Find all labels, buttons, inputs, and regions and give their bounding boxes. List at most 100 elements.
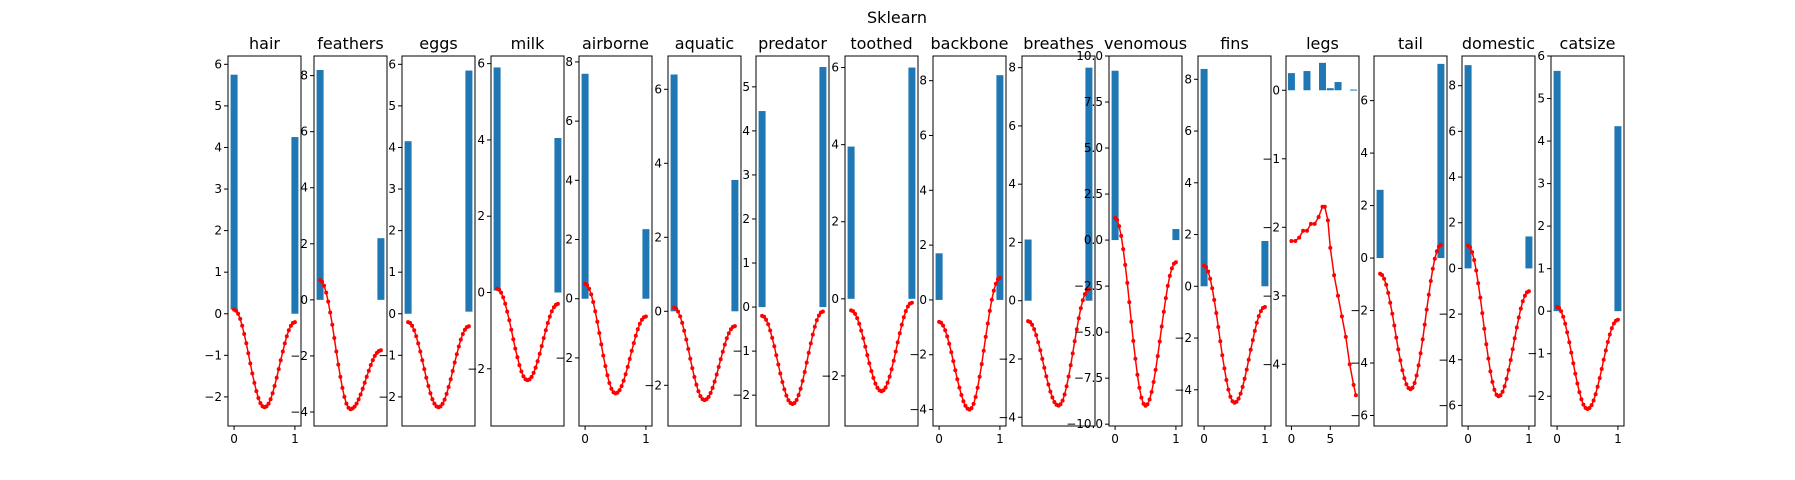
bar xyxy=(554,138,562,293)
y-tick-label: −1 xyxy=(204,348,222,362)
curve-point xyxy=(637,321,642,326)
y-tick-label: 5 xyxy=(388,99,396,113)
curve-point xyxy=(1308,221,1313,226)
curve-point xyxy=(1293,239,1298,243)
y-tick-label: 2 xyxy=(565,233,573,247)
curve-point xyxy=(1380,273,1385,278)
y-tick-label: −2 xyxy=(467,362,485,376)
curve-point xyxy=(712,379,717,384)
curve-point xyxy=(1472,258,1477,262)
y-tick-label: 4 xyxy=(300,181,308,195)
subplot-title: airborne xyxy=(582,34,649,53)
y-tick-label: 6 xyxy=(831,61,839,75)
curve-point xyxy=(792,401,797,405)
y-tick-label: −1 xyxy=(732,344,750,358)
y-tick-label: 4 xyxy=(654,156,662,170)
y-tick-label: −4 xyxy=(1262,357,1280,371)
curve-point xyxy=(873,381,878,386)
subplot-8: backbone 8 6 4 2 0 −2 −4 0 1 xyxy=(909,34,1008,446)
curve-point xyxy=(264,404,269,409)
y-tick-label: −6 xyxy=(1438,398,1456,412)
y-tick-label: 2 xyxy=(919,238,927,252)
curve-point xyxy=(993,281,998,286)
y-tick-label: 6 xyxy=(1448,124,1456,138)
y-tick-label: 0 xyxy=(1537,304,1545,318)
curve-point xyxy=(1565,330,1570,335)
bar xyxy=(1376,189,1384,259)
y-tick-label: 2 xyxy=(1008,235,1016,249)
curve-point xyxy=(1353,393,1358,398)
curve-point xyxy=(1226,387,1231,392)
curve-point xyxy=(244,341,249,346)
curve-point xyxy=(284,334,289,339)
curve-point xyxy=(356,397,361,402)
curve-point xyxy=(617,388,622,393)
curve-point xyxy=(1384,282,1389,287)
curve-point xyxy=(780,380,785,384)
curve-point xyxy=(883,385,888,390)
y-tick-label: 0 xyxy=(214,307,222,321)
axes-frame xyxy=(490,55,565,427)
curve-point xyxy=(360,386,365,391)
curve-point xyxy=(989,297,994,302)
curve-point xyxy=(1430,266,1435,271)
curve-point xyxy=(440,401,445,406)
y-tick-label: −7.5 xyxy=(1074,371,1103,385)
curve-point xyxy=(905,304,910,309)
curve-point xyxy=(362,380,367,385)
curve-point xyxy=(1228,394,1233,399)
curve-point xyxy=(889,367,894,372)
curve-point xyxy=(627,357,632,361)
subplot-title: aquatic xyxy=(675,34,734,53)
curve-point xyxy=(774,353,779,358)
subplot-title: eggs xyxy=(419,34,458,53)
curve-point xyxy=(720,349,725,354)
axes-frame xyxy=(578,55,653,427)
y-tick-label: 6 xyxy=(477,57,485,71)
curve-point xyxy=(458,337,463,342)
curve-point xyxy=(1591,398,1596,403)
curve-point xyxy=(1070,351,1075,356)
curve-point xyxy=(503,301,508,306)
y-tick-label: 2 xyxy=(1537,219,1545,233)
curve-point xyxy=(452,360,457,365)
y-tick-label: 4 xyxy=(1360,146,1368,160)
subplot-1: feathers 8 6 4 2 0 −2 −4 xyxy=(290,34,388,427)
curve-point xyxy=(539,344,544,349)
curve-point xyxy=(766,322,771,327)
curve-point xyxy=(983,334,988,339)
y-tick-label: 4 xyxy=(1448,170,1456,184)
curve-point xyxy=(1390,311,1395,316)
curve-point xyxy=(1400,368,1405,373)
curve-point xyxy=(814,318,819,323)
curve-point xyxy=(252,380,257,385)
curve-point xyxy=(1167,273,1172,278)
curve-point xyxy=(1125,280,1130,285)
y-tick-label: 1 xyxy=(1537,262,1545,276)
curve-point xyxy=(1488,369,1493,374)
curve-point xyxy=(424,375,429,380)
curve-point xyxy=(1502,384,1507,389)
curve-point xyxy=(1034,333,1039,338)
y-tick-label: 2 xyxy=(654,230,662,244)
curve-point xyxy=(1121,247,1126,252)
x-tick-label: 1 xyxy=(1525,432,1533,446)
curve-point xyxy=(1510,347,1515,352)
axes-frame xyxy=(1108,55,1183,427)
curve-point xyxy=(1569,350,1574,355)
curve-point xyxy=(682,328,687,333)
subplot-4: airborne 8 6 4 2 0 −2 0 1 xyxy=(555,34,653,446)
curve-point xyxy=(240,323,245,328)
bar xyxy=(847,146,855,299)
curve-point xyxy=(895,340,900,345)
y-tick-label: 1 xyxy=(742,256,750,270)
curve-point xyxy=(1426,292,1431,297)
curve-point xyxy=(881,388,886,393)
curve-point xyxy=(863,344,868,349)
curve-point xyxy=(1157,339,1162,344)
y-tick-label: 2 xyxy=(300,237,308,251)
y-tick-label: −2 xyxy=(1350,304,1368,318)
curve-point xyxy=(1506,368,1511,372)
x-tick-label: 1 xyxy=(996,432,1004,446)
